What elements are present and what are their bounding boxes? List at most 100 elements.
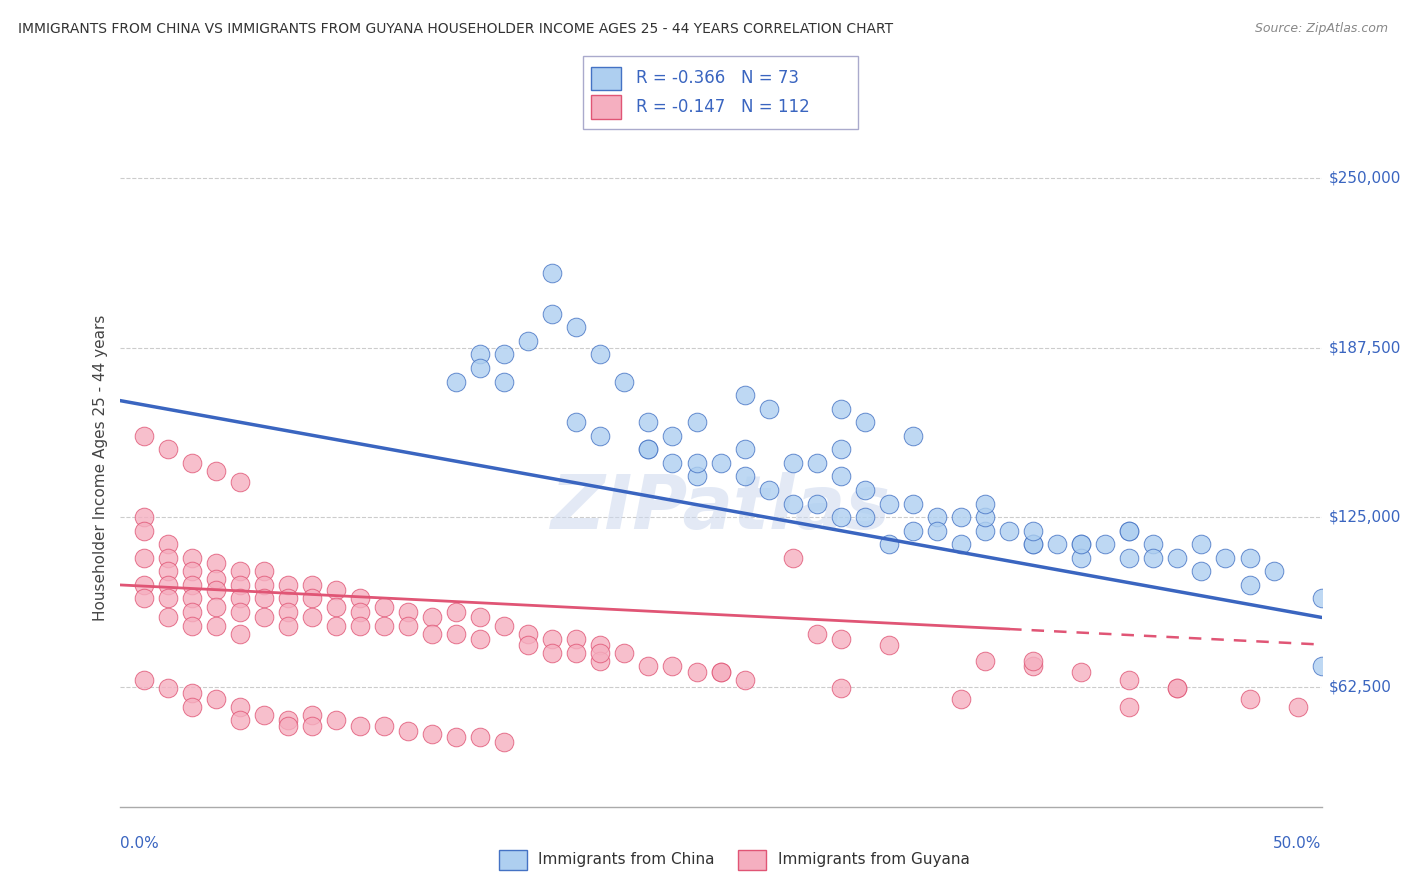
Point — [974, 497, 997, 511]
Point — [1239, 550, 1261, 565]
Point — [132, 429, 155, 443]
Point — [1070, 537, 1092, 551]
Point — [277, 618, 299, 632]
Point — [204, 583, 226, 598]
Point — [325, 599, 347, 614]
Point — [228, 700, 252, 714]
Point — [156, 591, 179, 606]
Point — [661, 429, 683, 443]
Text: R = -0.366   N = 73: R = -0.366 N = 73 — [636, 70, 799, 87]
Point — [877, 638, 900, 652]
Point — [782, 456, 804, 470]
Point — [853, 510, 876, 524]
Point — [204, 464, 226, 478]
Point — [204, 618, 226, 632]
Point — [156, 681, 179, 695]
Point — [494, 618, 516, 632]
Point — [1118, 524, 1140, 538]
Point — [156, 537, 179, 551]
Point — [589, 646, 612, 660]
Point — [156, 565, 179, 579]
Point — [830, 510, 852, 524]
Point — [349, 719, 371, 733]
Point — [1310, 659, 1333, 673]
Point — [373, 719, 395, 733]
Point — [277, 714, 299, 728]
Point — [396, 724, 419, 739]
Point — [1118, 550, 1140, 565]
Point — [830, 632, 852, 647]
Point — [782, 497, 804, 511]
Point — [830, 401, 852, 416]
Point — [156, 550, 179, 565]
Point — [1022, 537, 1045, 551]
Point — [1310, 591, 1333, 606]
Point — [420, 727, 443, 741]
Point — [853, 483, 876, 497]
Point — [180, 578, 202, 592]
Point — [998, 524, 1021, 538]
Point — [830, 469, 852, 483]
Point — [589, 638, 612, 652]
Point — [228, 475, 252, 489]
Point — [949, 510, 972, 524]
Point — [541, 632, 564, 647]
Point — [132, 673, 155, 687]
Text: 0.0%: 0.0% — [120, 836, 159, 851]
Point — [277, 591, 299, 606]
Point — [685, 456, 707, 470]
Point — [565, 632, 588, 647]
Point — [758, 483, 780, 497]
Point — [204, 691, 226, 706]
Point — [565, 646, 588, 660]
Point — [1070, 550, 1092, 565]
Point — [444, 375, 467, 389]
Point — [468, 730, 492, 744]
Point — [734, 442, 756, 457]
Point — [444, 730, 467, 744]
Point — [1166, 550, 1188, 565]
Point — [541, 266, 564, 280]
Point — [420, 626, 443, 640]
Point — [1189, 565, 1212, 579]
Point — [1239, 691, 1261, 706]
Point — [949, 537, 972, 551]
Point — [468, 361, 492, 376]
Point — [468, 347, 492, 361]
Point — [974, 510, 997, 524]
Point — [901, 429, 924, 443]
Point — [204, 599, 226, 614]
Text: Source: ZipAtlas.com: Source: ZipAtlas.com — [1254, 22, 1388, 36]
Point — [396, 605, 419, 619]
Point — [325, 583, 347, 598]
Point — [132, 591, 155, 606]
Point — [734, 469, 756, 483]
Point — [301, 591, 323, 606]
Point — [901, 524, 924, 538]
Text: IMMIGRANTS FROM CHINA VS IMMIGRANTS FROM GUYANA HOUSEHOLDER INCOME AGES 25 - 44 : IMMIGRANTS FROM CHINA VS IMMIGRANTS FROM… — [18, 22, 893, 37]
Point — [1022, 524, 1045, 538]
Point — [468, 610, 492, 624]
Point — [180, 618, 202, 632]
Point — [806, 626, 828, 640]
Point — [253, 610, 276, 624]
Point — [1046, 537, 1069, 551]
Point — [661, 659, 683, 673]
Point — [494, 375, 516, 389]
Text: Immigrants from China: Immigrants from China — [538, 853, 716, 867]
Point — [541, 646, 564, 660]
Point — [637, 442, 659, 457]
Point — [180, 605, 202, 619]
Point — [685, 415, 707, 429]
Text: $250,000: $250,000 — [1329, 170, 1400, 186]
Point — [734, 673, 756, 687]
Point — [1142, 537, 1164, 551]
Point — [637, 415, 659, 429]
Point — [325, 714, 347, 728]
Point — [156, 610, 179, 624]
Point — [709, 456, 731, 470]
Point — [396, 618, 419, 632]
Point — [949, 691, 972, 706]
Point — [228, 565, 252, 579]
Point — [277, 578, 299, 592]
